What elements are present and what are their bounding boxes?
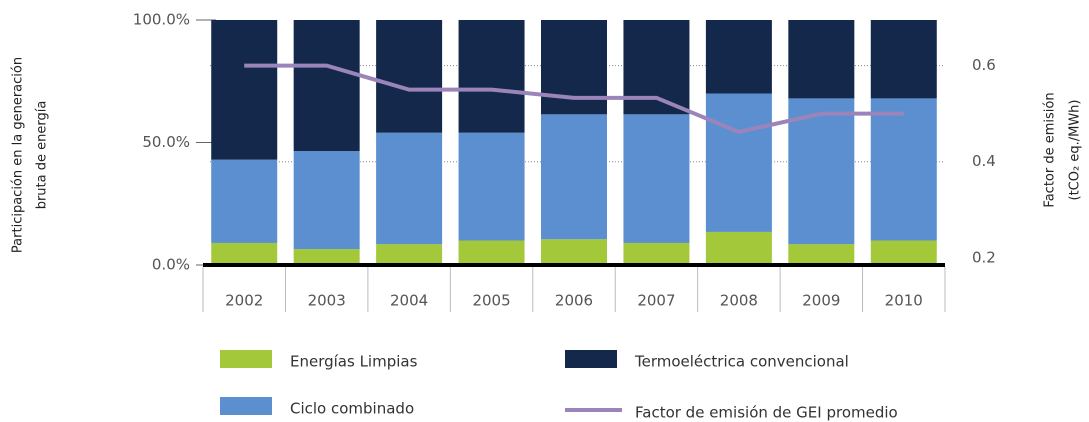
x-tick-label: 2002 <box>225 292 263 310</box>
x-tick-label: 2004 <box>390 292 428 310</box>
x-tick-label: 2005 <box>472 292 510 310</box>
bar-segment <box>458 240 525 265</box>
x-tick-label: 2009 <box>802 292 840 310</box>
legend-label: Factor de emisión de GEI promedio <box>635 404 898 422</box>
legend-swatch <box>220 397 272 415</box>
bar-segment <box>293 151 360 250</box>
x-tick-label: 2006 <box>555 292 593 310</box>
y2-tick-label: 0.4 <box>972 152 996 170</box>
x-tick-label: 2010 <box>885 292 923 310</box>
bar-segment <box>870 240 937 265</box>
bar-segment <box>705 231 772 265</box>
y2-tick-label: 0.2 <box>972 248 996 266</box>
y-tick-label: 100.0% <box>133 11 190 29</box>
bar-segment <box>458 20 525 133</box>
y-axis-label: Participación en la generación bruta de … <box>11 57 50 253</box>
bar-segment <box>623 242 690 265</box>
legend-label: Energías Limpias <box>290 353 418 371</box>
bar-segment <box>541 239 607 265</box>
bar-segment <box>458 132 525 241</box>
bar-segment <box>705 20 772 94</box>
y-label-line: Participación en la generación <box>11 57 26 253</box>
bar-segment <box>376 244 443 265</box>
bar-segment <box>870 98 937 241</box>
bar-segment <box>788 98 855 245</box>
bar-segment <box>376 132 443 245</box>
x-tick-label: 2003 <box>308 292 346 310</box>
x-tick-label: 2007 <box>637 292 675 310</box>
legend-label: Ciclo combinado <box>290 400 414 418</box>
bar-segment <box>541 20 607 115</box>
legend-swatch <box>565 350 617 368</box>
y2-label-line: Factor de emisión <box>1043 92 1058 207</box>
y-tick-label: 50.0% <box>142 133 190 151</box>
bar-segment <box>293 20 360 152</box>
bar-segment <box>788 20 855 99</box>
bar-segment <box>705 93 772 232</box>
bar-segment <box>623 114 690 243</box>
bar-segment <box>541 114 607 240</box>
legend-label: Termoeléctrica convencional <box>634 353 849 371</box>
y2-tick-label: 0.6 <box>972 56 996 74</box>
y-tick-label: 0.0% <box>152 256 190 274</box>
bar-segment <box>293 249 360 265</box>
legend-swatch <box>220 350 272 368</box>
bar-segment <box>211 20 278 160</box>
y-label-line: bruta de energía <box>35 101 50 210</box>
line-series <box>244 63 904 135</box>
bar-segment <box>870 20 937 99</box>
bar-segment <box>376 20 443 133</box>
bar-segment <box>623 20 690 115</box>
bar-segment <box>211 159 278 243</box>
y2-label-line: (tCO₂ eq./MWh) <box>1068 100 1083 201</box>
bar-segment <box>788 244 855 265</box>
y2-axis-label: Factor de emisión (tCO₂ eq./MWh) <box>1043 92 1083 207</box>
bar-segment <box>211 242 278 265</box>
x-tick-label: 2008 <box>720 292 758 310</box>
